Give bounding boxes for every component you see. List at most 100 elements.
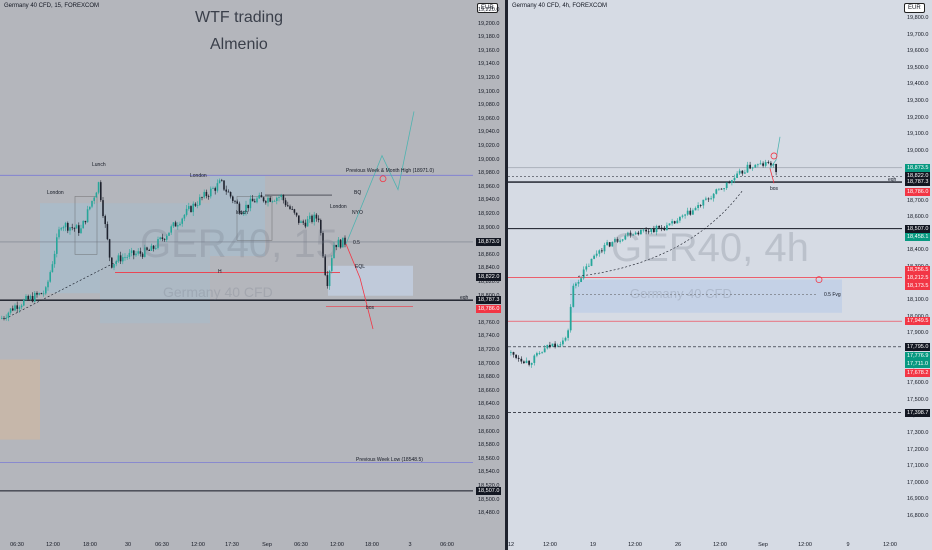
- candle-body: [168, 232, 170, 236]
- left-annotation-london1: London: [47, 189, 64, 196]
- bull-projection: [345, 111, 415, 245]
- candle-body: [710, 198, 712, 200]
- candle-body: [280, 195, 282, 198]
- candle-body: [295, 212, 298, 216]
- candle-body: [619, 240, 621, 242]
- right-x-tick: 12:00: [798, 542, 812, 548]
- candle-body: [73, 227, 76, 229]
- candle-body: [754, 164, 757, 168]
- left-price-badge: 18,787.3: [476, 296, 502, 305]
- left-price-badge: 18,873.0: [476, 237, 502, 246]
- left-y-tick: 18,700.0: [478, 360, 500, 367]
- right-price-badge: 17,711.0: [905, 360, 931, 369]
- right-y-tick: 18,100.0: [907, 297, 929, 304]
- candle-body: [14, 305, 16, 311]
- candle-body: [36, 292, 38, 295]
- right-chart-pane[interactable]: Germany 40 CFD, 4h, FOREXCOM EUR GER40, …: [508, 0, 932, 550]
- candle-body: [71, 227, 73, 229]
- target-marker-icon: [770, 152, 778, 160]
- left-currency-button[interactable]: EUR: [477, 3, 498, 13]
- candle-body: [256, 198, 258, 203]
- candle-body: [179, 223, 181, 226]
- candle-body: [300, 221, 302, 223]
- left-x-tick: 12:00: [330, 542, 344, 548]
- candle-body: [582, 269, 585, 279]
- candle-body: [89, 206, 91, 210]
- candle-body: [267, 197, 269, 203]
- candle-body: [221, 180, 223, 182]
- left-chart-pane[interactable]: Germany 40 CFD, 15, FOREXCOM EUR WTF tra…: [0, 0, 505, 550]
- left-y-tick: 19,140.0: [478, 61, 500, 68]
- candle-body: [53, 253, 56, 265]
- candle-body: [183, 214, 186, 219]
- left-y-tick: 19,200.0: [478, 20, 500, 27]
- candle-body: [712, 193, 715, 199]
- candle-body: [588, 265, 590, 267]
- candle-body: [276, 197, 278, 201]
- candle-body: [671, 221, 673, 224]
- candle-body: [559, 344, 562, 346]
- candle-body: [258, 195, 260, 199]
- candle-body: [245, 204, 247, 212]
- candle-body: [128, 252, 131, 257]
- session-box: [0, 359, 40, 440]
- right-y-tick: 19,300.0: [907, 98, 929, 104]
- candle-body: [536, 353, 538, 356]
- candle-body: [322, 232, 324, 257]
- fvg-zone: [570, 279, 842, 313]
- candle-body: [757, 164, 759, 166]
- candle-body: [194, 203, 197, 206]
- left-x-tick: 3: [408, 542, 412, 548]
- left-watermark-name: Germany 40 CFD: [163, 284, 273, 300]
- candle-body: [126, 256, 128, 258]
- left-y-tick: 18,800.0: [478, 293, 499, 299]
- right-price-badge: 18,822.0: [905, 172, 931, 181]
- left-y-tick: 19,180.0: [478, 34, 500, 41]
- candle-body: [141, 253, 144, 257]
- trendline: [4, 260, 119, 320]
- left-y-tick: 19,160.0: [478, 47, 500, 54]
- candle-body: [326, 275, 329, 287]
- right-currency-button[interactable]: EUR: [904, 3, 925, 13]
- candle-body: [772, 163, 775, 166]
- left-chart-canvas[interactable]: [0, 0, 473, 550]
- right-price-badge: 17,949.5: [905, 317, 931, 326]
- candle-body: [23, 299, 25, 306]
- candle-body: [287, 205, 289, 207]
- candle-body: [731, 180, 733, 183]
- candle-body: [102, 200, 104, 217]
- candle-body: [611, 241, 614, 247]
- candle-body: [27, 295, 29, 300]
- candle-body: [247, 204, 249, 209]
- candle-body: [333, 244, 335, 259]
- right-chart-canvas[interactable]: [508, 0, 902, 550]
- candle-body: [528, 360, 530, 365]
- candle-body: [185, 208, 188, 215]
- candle-body: [736, 173, 738, 178]
- candle-body: [679, 216, 681, 221]
- candle-body: [621, 239, 624, 241]
- candle-body: [135, 253, 137, 256]
- candle-body: [205, 191, 208, 197]
- candle-body: [335, 244, 337, 248]
- candle-body: [705, 198, 707, 200]
- candle-body: [510, 352, 512, 353]
- right-y-tick: 18,400.0: [907, 247, 929, 254]
- left-x-tick: 30: [124, 542, 132, 548]
- right-x-tick: 12: [508, 542, 515, 548]
- right-x-tick: 26: [674, 542, 682, 548]
- target-marker-icon: [379, 175, 387, 183]
- right-y-tick: 16,900.0: [907, 496, 929, 503]
- left-y-tick: 18,860.0: [478, 251, 500, 258]
- candle-body: [166, 235, 168, 240]
- candle-body: [254, 201, 256, 203]
- right-y-tick: 18,600.0: [907, 214, 929, 221]
- pane-divider[interactable]: [505, 0, 508, 550]
- range-box: [236, 196, 273, 241]
- left-x-tick: 06:30: [155, 542, 169, 548]
- candle-body: [306, 219, 309, 227]
- candle-body: [78, 225, 80, 234]
- candle-body: [93, 197, 95, 201]
- right-y-tick: 17,000.0: [907, 479, 929, 486]
- left-x-tick: 06:30: [294, 542, 308, 548]
